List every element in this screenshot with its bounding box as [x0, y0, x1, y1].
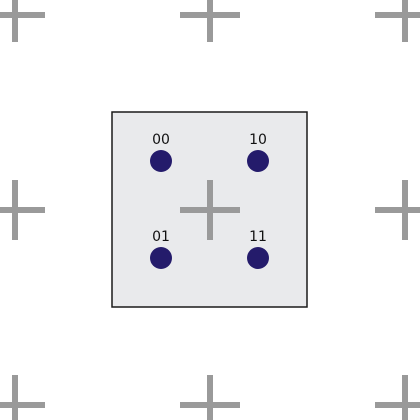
crosshair-bottom-center — [180, 375, 240, 420]
cell-00: 00 — [150, 132, 172, 172]
crosshair-top-right — [375, 0, 420, 42]
cell-label-01: 01 — [152, 229, 170, 245]
center-panel: 00 10 01 11 — [111, 111, 308, 308]
cell-label-10: 10 — [249, 132, 267, 148]
cell-10: 10 — [247, 132, 269, 172]
crosshair-top-center — [180, 0, 240, 42]
crosshair-bottom-left — [0, 375, 45, 420]
crosshair-top-left — [0, 0, 45, 42]
dot-01 — [150, 247, 172, 269]
cell-label-00: 00 — [152, 132, 170, 148]
cell-11: 11 — [247, 229, 269, 269]
crosshair-middle-left — [0, 180, 45, 240]
crosshair-center — [180, 180, 240, 240]
crosshair-bottom-right — [375, 375, 420, 420]
crosshair-middle-right — [375, 180, 420, 240]
dot-00 — [150, 150, 172, 172]
dot-11 — [247, 247, 269, 269]
dot-10 — [247, 150, 269, 172]
cell-label-11: 11 — [249, 229, 267, 245]
cell-01: 01 — [150, 229, 172, 269]
